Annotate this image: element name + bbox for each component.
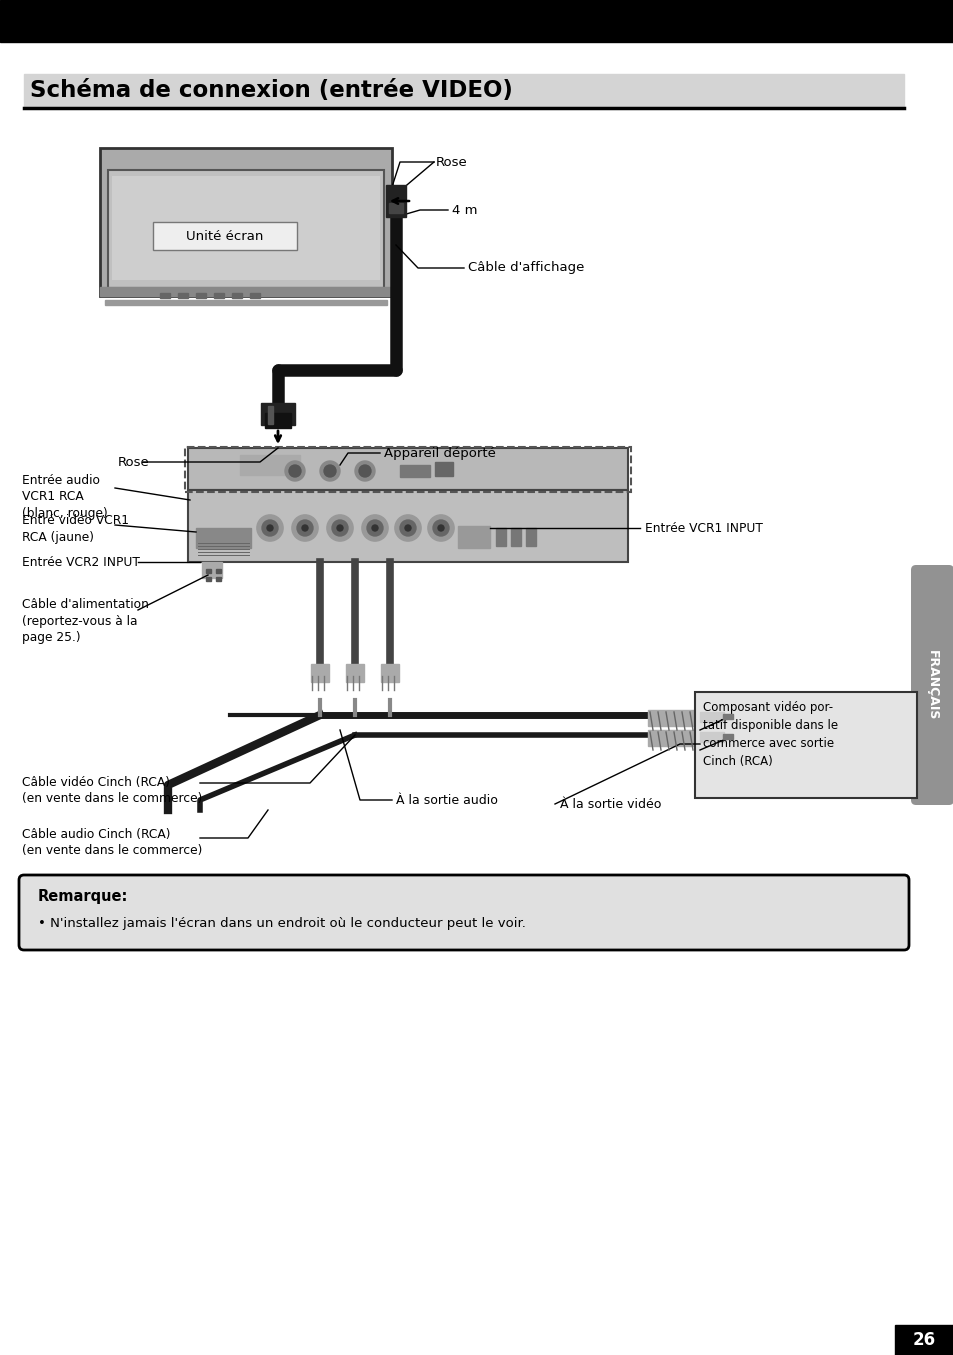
Bar	[647, 710, 700, 726]
Bar	[206, 569, 211, 573]
Bar	[268, 406, 273, 424]
Circle shape	[292, 515, 317, 541]
FancyBboxPatch shape	[112, 176, 379, 280]
Bar	[195, 293, 206, 298]
Text: Rose: Rose	[118, 455, 150, 469]
Circle shape	[256, 515, 283, 541]
Circle shape	[327, 515, 353, 541]
Text: • N'installez jamais l'écran dans un endroit où le conducteur peut le voir.: • N'installez jamais l'écran dans un end…	[38, 917, 525, 931]
Text: Entrée VCR1 INPUT: Entrée VCR1 INPUT	[644, 522, 762, 534]
FancyBboxPatch shape	[100, 148, 392, 295]
Text: À la sortie vidéo: À la sortie vidéo	[559, 798, 660, 810]
Bar	[722, 714, 732, 720]
Text: FRANÇAIS: FRANÇAIS	[924, 650, 938, 721]
Circle shape	[428, 515, 454, 541]
Bar	[232, 293, 242, 298]
Bar	[386, 186, 406, 217]
Text: Remarque:: Remarque:	[38, 889, 129, 904]
Text: Schéma de connexion (entrée VIDEO): Schéma de connexion (entrée VIDEO)	[30, 80, 513, 103]
Circle shape	[355, 461, 375, 481]
Bar	[380, 664, 398, 682]
Bar	[894, 1325, 953, 1355]
Text: Composant vidéo por-
tatif disponible dans le
commerce avec sortie
Cinch (RCA): Composant vidéo por- tatif disponible da…	[702, 701, 838, 768]
Text: Câble vidéo Cinch (RCA)
(en vente dans le commerce): Câble vidéo Cinch (RCA) (en vente dans l…	[22, 776, 202, 805]
Text: 26: 26	[911, 1331, 935, 1350]
Bar	[215, 577, 221, 581]
Bar	[311, 664, 329, 682]
Text: Entrée audio
VCR1 RCA
(blanc, rouge): Entrée audio VCR1 RCA (blanc, rouge)	[22, 474, 108, 520]
Bar	[213, 293, 224, 298]
Bar	[457, 526, 490, 547]
Bar	[206, 577, 211, 581]
Bar	[178, 293, 188, 298]
Bar	[389, 203, 402, 213]
Text: Unité écran: Unité écran	[186, 229, 263, 243]
Bar	[435, 462, 453, 476]
FancyBboxPatch shape	[152, 222, 296, 251]
FancyBboxPatch shape	[19, 875, 908, 950]
Circle shape	[437, 524, 443, 531]
Circle shape	[358, 465, 371, 477]
Bar	[265, 413, 291, 428]
Text: Câble d'alimentation
(reportez-vous à la
page 25.): Câble d'alimentation (reportez-vous à la…	[22, 598, 149, 644]
Text: Entré vidéo VCR1
RCA (jaune): Entré vidéo VCR1 RCA (jaune)	[22, 514, 129, 543]
Text: Appareil déporté: Appareil déporté	[384, 447, 496, 459]
FancyBboxPatch shape	[910, 565, 953, 805]
Bar	[700, 711, 723, 722]
Bar	[250, 293, 260, 298]
Bar	[100, 287, 392, 295]
Bar	[215, 569, 221, 573]
FancyBboxPatch shape	[108, 169, 384, 289]
Circle shape	[395, 515, 420, 541]
Bar	[399, 465, 430, 477]
Circle shape	[372, 524, 377, 531]
Bar	[105, 299, 387, 305]
Circle shape	[289, 465, 301, 477]
Bar	[722, 734, 732, 738]
Circle shape	[332, 520, 348, 537]
Text: Câble d'affichage: Câble d'affichage	[468, 262, 584, 275]
Circle shape	[302, 524, 308, 531]
Text: Câble audio Cinch (RCA)
(en vente dans le commerce): Câble audio Cinch (RCA) (en vente dans l…	[22, 828, 202, 856]
Bar	[525, 528, 536, 546]
Circle shape	[319, 461, 339, 481]
Bar	[202, 570, 222, 579]
Bar	[346, 664, 364, 682]
FancyBboxPatch shape	[695, 692, 916, 798]
Circle shape	[296, 520, 313, 537]
Bar	[195, 528, 251, 547]
Circle shape	[267, 524, 273, 531]
Circle shape	[324, 465, 335, 477]
Text: 4 m: 4 m	[452, 203, 477, 217]
Bar	[24, 75, 903, 108]
Circle shape	[361, 515, 388, 541]
Text: Rose: Rose	[436, 156, 467, 168]
Bar	[0, 0, 953, 42]
Circle shape	[367, 520, 382, 537]
Circle shape	[405, 524, 411, 531]
Circle shape	[285, 461, 305, 481]
Circle shape	[262, 520, 277, 537]
Bar	[647, 730, 700, 747]
Bar	[261, 402, 294, 425]
Bar	[160, 293, 170, 298]
Circle shape	[336, 524, 343, 531]
Circle shape	[399, 520, 416, 537]
Circle shape	[433, 520, 449, 537]
Bar	[240, 455, 299, 476]
Bar	[700, 732, 723, 743]
Bar	[511, 528, 520, 546]
Bar	[202, 562, 222, 570]
Bar	[496, 528, 505, 546]
FancyBboxPatch shape	[188, 449, 627, 491]
FancyBboxPatch shape	[188, 491, 627, 562]
Text: Entrée VCR2 INPUT: Entrée VCR2 INPUT	[22, 556, 140, 569]
Text: À la sortie audio: À la sortie audio	[395, 794, 497, 806]
